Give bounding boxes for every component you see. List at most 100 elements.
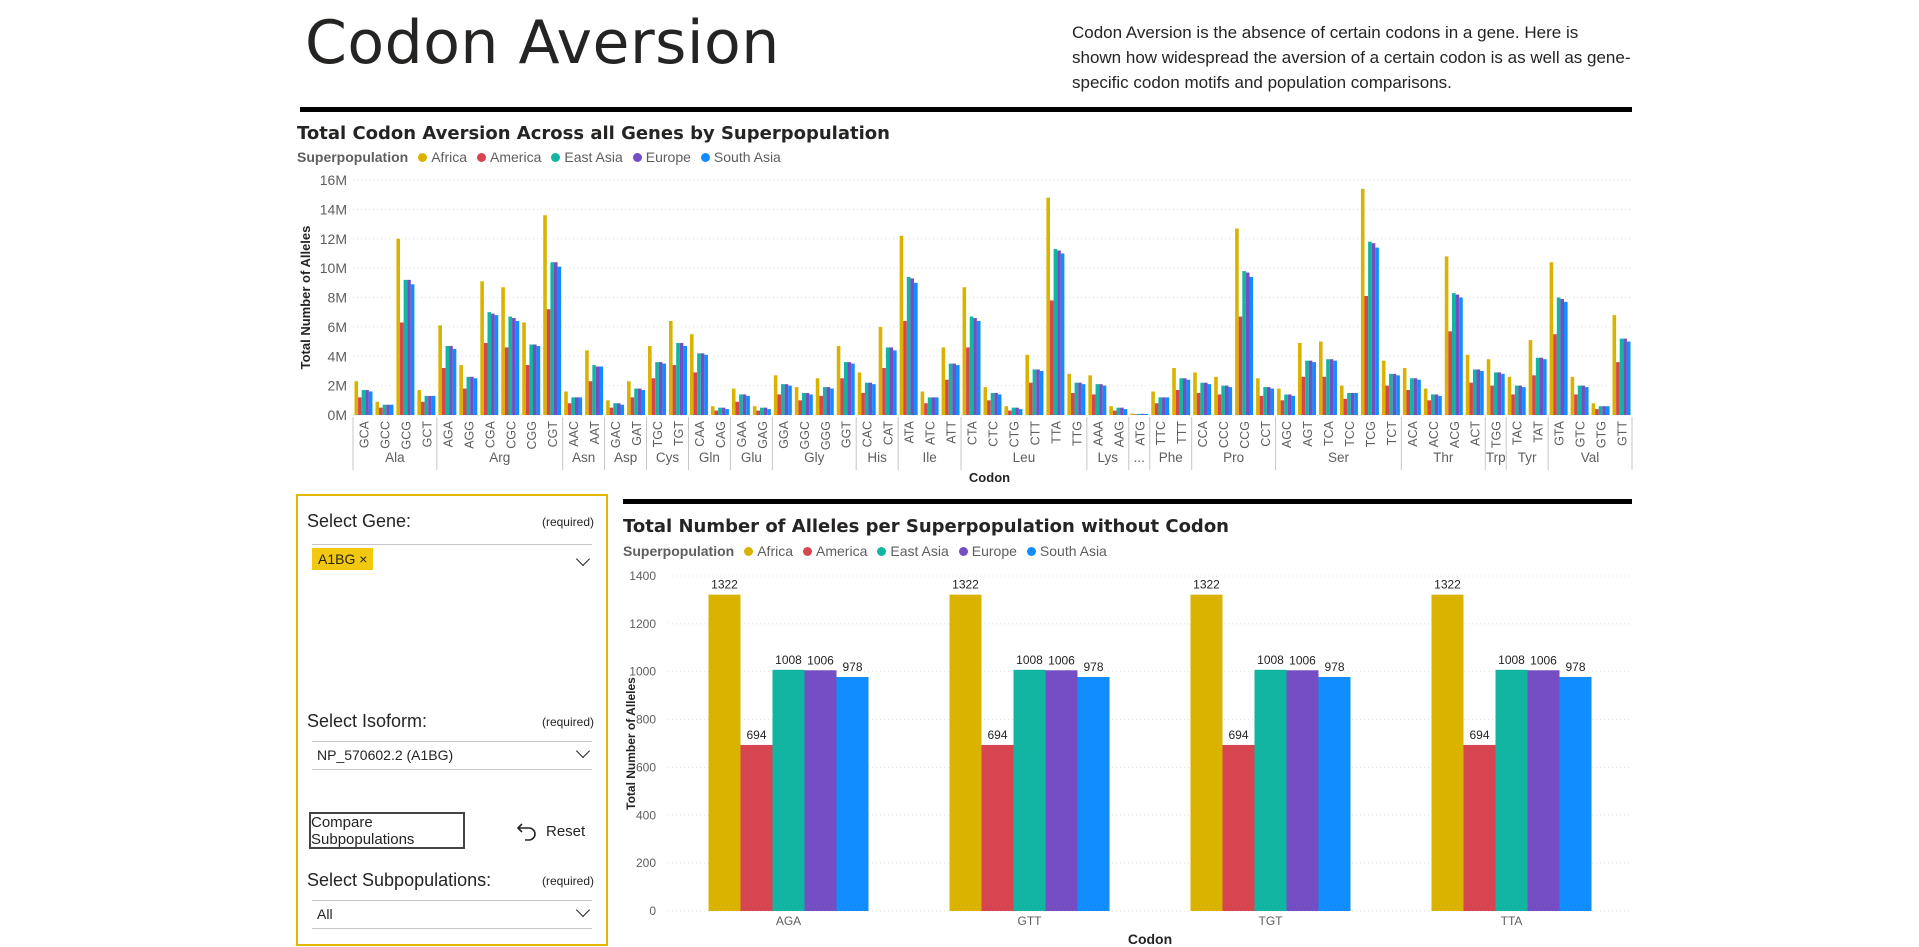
bar-america-att[interactable] <box>945 379 949 415</box>
bar-east-asia-cgt[interactable] <box>550 262 554 415</box>
bar-africa-tgg[interactable] <box>1486 359 1491 415</box>
bar-europe-ttc[interactable] <box>1162 397 1166 415</box>
bar-east-asia-tca[interactable] <box>1326 359 1330 415</box>
bar-south-asia-ttt[interactable] <box>1186 379 1191 415</box>
bar-east-asia-ttg[interactable] <box>1074 382 1079 415</box>
bar-america-ttg[interactable] <box>1070 392 1075 415</box>
bar-south-asia-cag[interactable] <box>725 409 729 415</box>
bar-east-asia-tta[interactable] <box>1053 249 1058 415</box>
bar-africa-gaa[interactable] <box>731 388 736 415</box>
bar-east-asia-aca[interactable] <box>1410 378 1414 415</box>
bar-europe-cca[interactable] <box>1203 382 1208 415</box>
bar-south-asia-atg[interactable] <box>1144 413 1149 415</box>
bar-europe-cta[interactable] <box>973 318 977 415</box>
bar-europe-aat[interactable] <box>595 366 600 415</box>
bar-europe-gac[interactable] <box>616 403 621 415</box>
bar-east-asia-tcc[interactable] <box>1347 392 1351 415</box>
bar-europe-tgc[interactable] <box>658 362 663 415</box>
bar-america-gta[interactable] <box>1553 334 1557 415</box>
bar-america-atg[interactable] <box>1133 414 1138 415</box>
bar-america-caa[interactable] <box>693 372 698 415</box>
bar-america-act[interactable] <box>1469 382 1473 415</box>
bar-america-ctc[interactable] <box>987 400 991 415</box>
bar-africa-act[interactable] <box>1465 354 1470 415</box>
bar-africa-tgt[interactable] <box>1190 594 1223 911</box>
bar-america-aca[interactable] <box>1406 390 1411 415</box>
bar-europe-cag[interactable] <box>721 407 726 415</box>
bar-africa-gag[interactable] <box>752 406 757 415</box>
bar-america-ctt[interactable] <box>1029 382 1033 415</box>
bar-south-asia-atc[interactable] <box>934 397 939 415</box>
bar-africa-aga[interactable] <box>438 325 442 415</box>
bar-europe-cgt[interactable] <box>553 262 558 415</box>
bar-europe-cac[interactable] <box>868 382 873 415</box>
bar-africa-ggc[interactable] <box>794 387 799 415</box>
bar-africa-acc[interactable] <box>1423 388 1428 415</box>
bar-europe-gtt[interactable] <box>1045 670 1078 911</box>
bar-south-asia-aga[interactable] <box>836 676 869 911</box>
bar-east-asia-ggc[interactable] <box>801 392 806 415</box>
bar-east-asia-acc[interactable] <box>1431 394 1435 415</box>
bar-africa-gcc[interactable] <box>375 401 380 415</box>
bar-east-asia-gtc[interactable] <box>1577 385 1582 415</box>
bar-africa-tct[interactable] <box>1381 360 1386 415</box>
legend-item-south-asia[interactable]: South Asia <box>700 149 781 165</box>
bar-america-cac[interactable] <box>861 392 865 415</box>
bar-south-asia-gct[interactable] <box>431 395 436 415</box>
bar-south-asia-ttg[interactable] <box>1081 384 1086 415</box>
bar-africa-cct[interactable] <box>1256 378 1260 415</box>
bar-africa-cgc[interactable] <box>501 287 505 415</box>
bar-europe-aca[interactable] <box>1413 378 1418 415</box>
legend-item-europe[interactable]: Europe <box>632 149 691 165</box>
bar-east-asia-ggg[interactable] <box>822 387 827 415</box>
bar-europe-ctc[interactable] <box>994 392 998 415</box>
bar-europe-gcc[interactable] <box>386 404 390 415</box>
bar-europe-tgg[interactable] <box>1497 372 1502 415</box>
bar-america-ata[interactable] <box>903 321 907 415</box>
bar-america-aaa[interactable] <box>1091 394 1096 415</box>
bar-south-asia-att[interactable] <box>955 365 960 415</box>
bar-europe-tcc[interactable] <box>1350 392 1355 415</box>
bar-south-asia-ttc[interactable] <box>1165 397 1170 415</box>
bar-africa-cac[interactable] <box>857 372 862 415</box>
bar-africa-gct[interactable] <box>417 390 421 415</box>
bar-america-tta[interactable] <box>1050 300 1054 415</box>
bar-europe-gtg[interactable] <box>1602 406 1606 415</box>
bar-east-asia-gac[interactable] <box>613 403 617 415</box>
bar-africa-cta[interactable] <box>962 287 967 415</box>
bar-europe-cgc[interactable] <box>512 318 516 415</box>
bar-south-asia-cac[interactable] <box>872 384 876 415</box>
bar-europe-ccc[interactable] <box>1224 385 1229 415</box>
bar-south-asia-gtg[interactable] <box>1605 406 1610 415</box>
bar-south-asia-gga[interactable] <box>788 385 792 415</box>
bar-south-asia-tct[interactable] <box>1396 375 1400 415</box>
bar-africa-tca[interactable] <box>1318 341 1323 415</box>
bar-south-asia-ggt[interactable] <box>851 363 855 415</box>
bar-south-asia-tta[interactable] <box>1559 676 1592 911</box>
bar-east-asia-ccc[interactable] <box>1221 385 1225 415</box>
bar-south-asia-aca[interactable] <box>1417 379 1421 415</box>
bar-europe-cga[interactable] <box>491 313 495 415</box>
bar-america-cgc[interactable] <box>504 347 509 415</box>
bar-east-asia-gaa[interactable] <box>739 394 743 415</box>
bar-east-asia-aag[interactable] <box>1116 407 1121 415</box>
bar-america-gag[interactable] <box>756 410 761 415</box>
bar-south-asia-tgt[interactable] <box>1318 676 1351 911</box>
bar-africa-aaa[interactable] <box>1088 375 1092 415</box>
bar-europe-tac[interactable] <box>1518 385 1523 415</box>
bar-europe-tcg[interactable] <box>1371 243 1376 415</box>
bar-east-asia-cga[interactable] <box>487 312 492 415</box>
bar-africa-cgt[interactable] <box>543 215 547 415</box>
bar-america-acg[interactable] <box>1448 331 1452 415</box>
bar-east-asia-cac[interactable] <box>864 382 869 415</box>
bar-europe-gca[interactable] <box>365 390 369 415</box>
bar-east-asia-cta[interactable] <box>969 316 974 415</box>
bar-east-asia-att[interactable] <box>948 363 953 415</box>
bar-east-asia-gtt[interactable] <box>1013 669 1046 911</box>
bar-africa-ggg[interactable] <box>815 378 820 415</box>
bar-america-gcg[interactable] <box>400 322 404 415</box>
bar-america-tat[interactable] <box>1532 375 1536 415</box>
bar-africa-aca[interactable] <box>1402 368 1407 415</box>
bar-america-agt[interactable] <box>1301 376 1306 415</box>
bar-america-tgc[interactable] <box>651 378 656 415</box>
